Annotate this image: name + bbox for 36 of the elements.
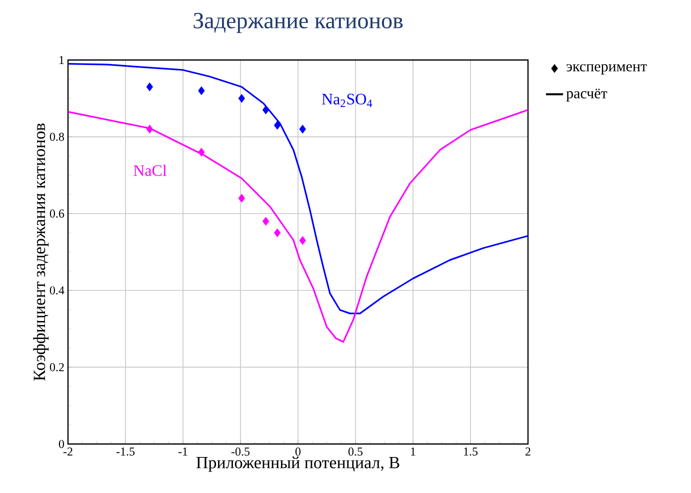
x-tick-label: -2 bbox=[63, 448, 72, 456]
point bbox=[299, 124, 306, 134]
point bbox=[198, 86, 205, 96]
legend-label: расчёт bbox=[566, 88, 608, 102]
legend-label: эксперимент bbox=[566, 64, 647, 74]
series-label: NaCl bbox=[134, 164, 167, 176]
point bbox=[274, 120, 281, 130]
y-tick-label: 0.6 bbox=[50, 210, 64, 218]
point bbox=[238, 94, 245, 103]
x-tick-label: 1 bbox=[411, 448, 416, 456]
y-tick-label: 1 bbox=[60, 56, 64, 64]
y-tick-label: 0 bbox=[58, 440, 64, 448]
point bbox=[238, 194, 245, 203]
x-tick-label: -1 bbox=[178, 448, 188, 456]
x-tick-label: 1.5 bbox=[464, 448, 478, 456]
point bbox=[146, 124, 153, 134]
chart-title: Задержание катионов bbox=[194, 12, 403, 34]
text: Na$_{2}$SO$_{4}$ bbox=[322, 94, 372, 107]
y-axis-title: Коэффициент задержания катионов bbox=[33, 123, 49, 381]
y-tick-label: 0.8 bbox=[50, 132, 64, 141]
x-axis-title: Приложенный потенциал, В bbox=[196, 456, 400, 472]
point bbox=[274, 228, 281, 238]
point bbox=[262, 216, 270, 226]
point bbox=[262, 106, 270, 114]
y-tick-label: 0.4 bbox=[50, 286, 64, 294]
line-series bbox=[68, 63, 528, 314]
x-tick-label: 0 bbox=[295, 448, 301, 456]
x-tick-label: -1.5 bbox=[116, 448, 135, 456]
point bbox=[299, 236, 306, 245]
x-tick-label: -0.5 bbox=[231, 448, 250, 456]
point bbox=[146, 82, 153, 92]
y-tick-label: 0.2 bbox=[50, 363, 64, 372]
x-tick-label: 2 bbox=[526, 448, 530, 456]
line-series bbox=[68, 109, 528, 343]
x-tick-label: 0.5 bbox=[348, 448, 363, 456]
point bbox=[198, 148, 205, 157]
